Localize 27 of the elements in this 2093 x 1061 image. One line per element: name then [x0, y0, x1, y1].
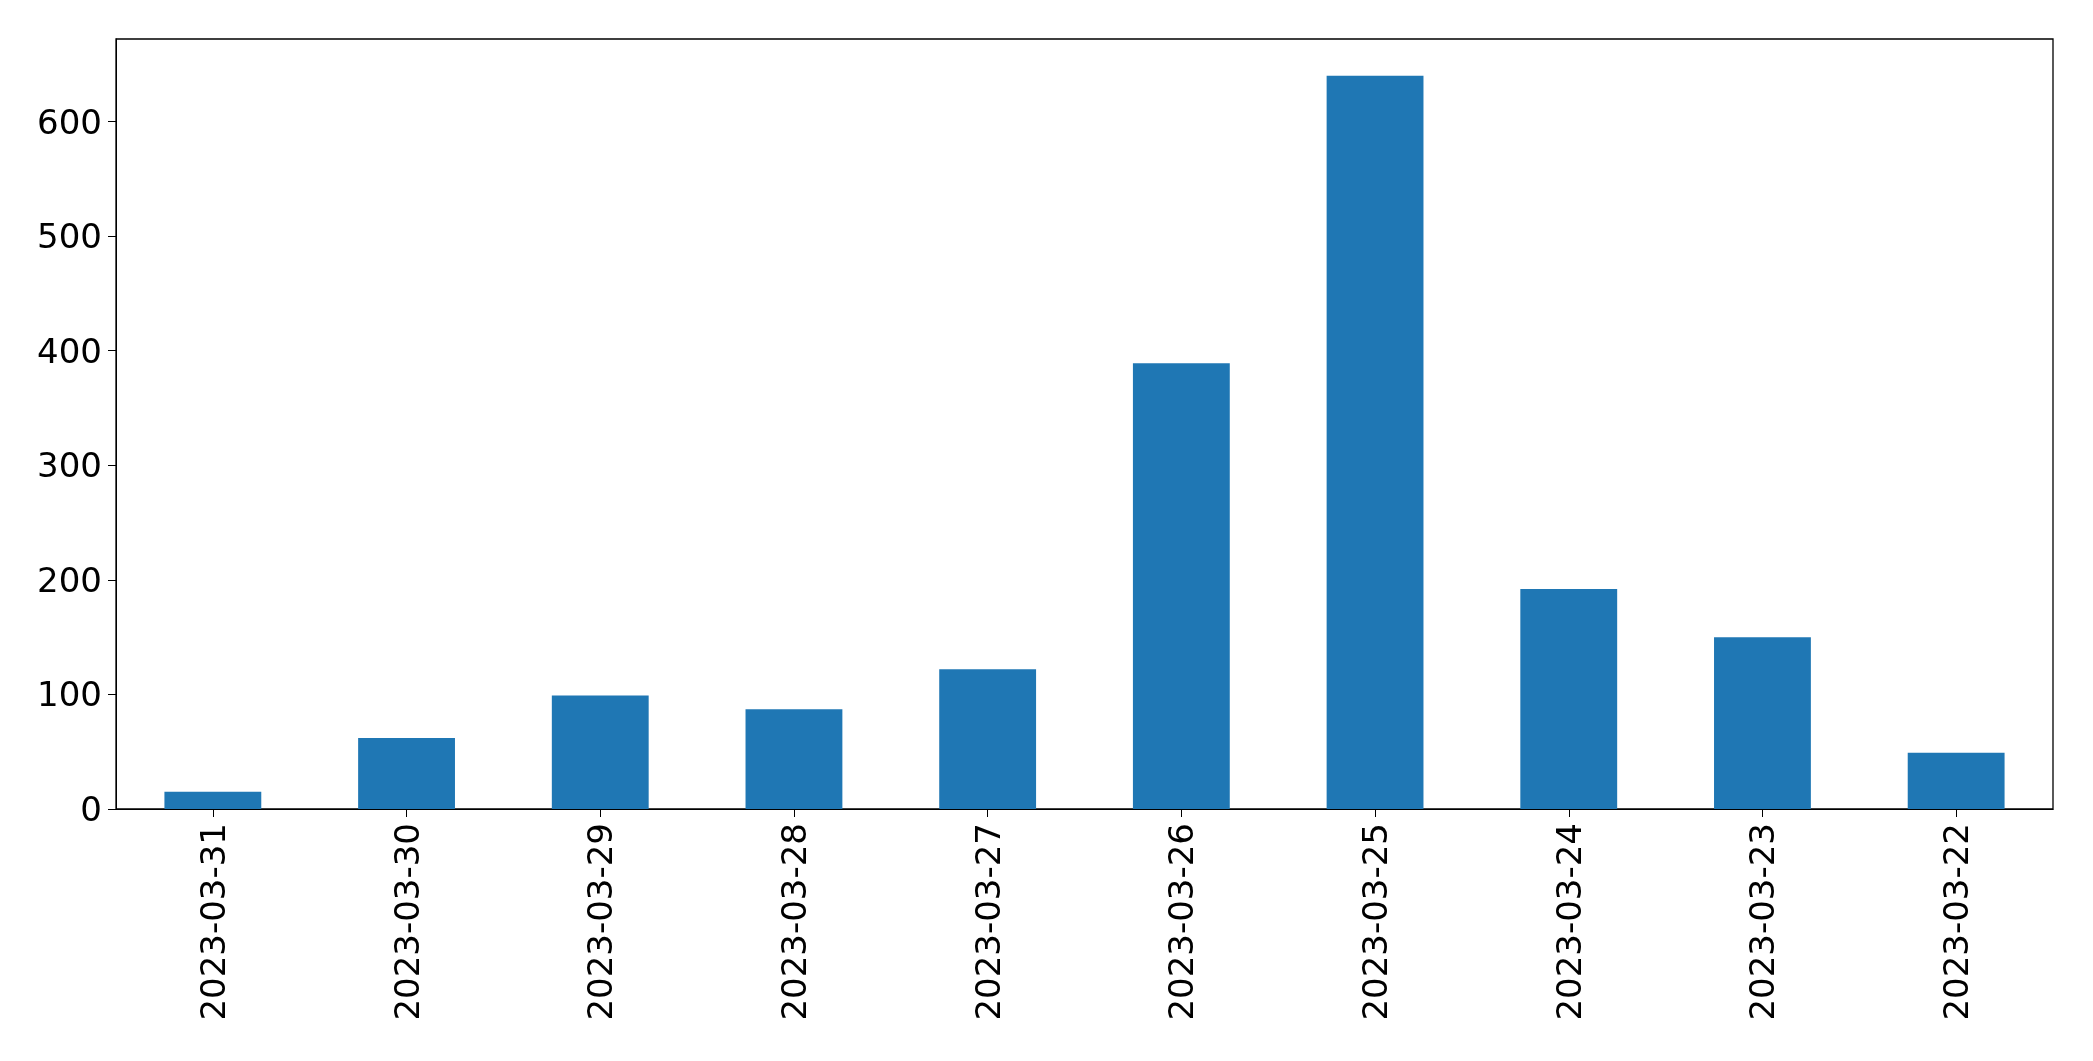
x-tick-label: 2023-03-23 — [1742, 823, 1783, 1021]
bar — [1520, 589, 1618, 809]
x-tick-label: 2023-03-25 — [1355, 823, 1396, 1021]
x-tick-label: 2023-03-31 — [192, 823, 233, 1021]
y-tick-label: 400 — [37, 330, 102, 371]
bar — [1907, 752, 2005, 809]
bar — [1714, 637, 1811, 809]
y-tick-label: 0 — [80, 789, 102, 829]
x-tick-label: 2023-03-29 — [580, 823, 621, 1021]
bar — [745, 709, 843, 809]
y-tick-label: 100 — [37, 674, 102, 715]
x-tick-label: 2023-03-27 — [967, 823, 1008, 1021]
bar — [358, 737, 455, 809]
bar — [551, 695, 649, 809]
y-tick-label: 300 — [37, 445, 102, 486]
bar — [164, 791, 262, 809]
y-tick-label: 500 — [37, 216, 102, 257]
x-tick-label: 2023-03-22 — [1936, 823, 1977, 1021]
x-tick-label: 2023-03-24 — [1548, 823, 1589, 1021]
x-tick-label: 2023-03-28 — [773, 823, 814, 1021]
bar — [1132, 363, 1230, 809]
x-tick-label: 2023-03-30 — [386, 823, 427, 1021]
x-tick-label: 2023-03-26 — [1161, 823, 1202, 1021]
bar — [1326, 75, 1424, 809]
y-tick-label: 600 — [37, 101, 102, 142]
y-tick-label: 200 — [37, 559, 102, 600]
bar — [939, 669, 1037, 809]
